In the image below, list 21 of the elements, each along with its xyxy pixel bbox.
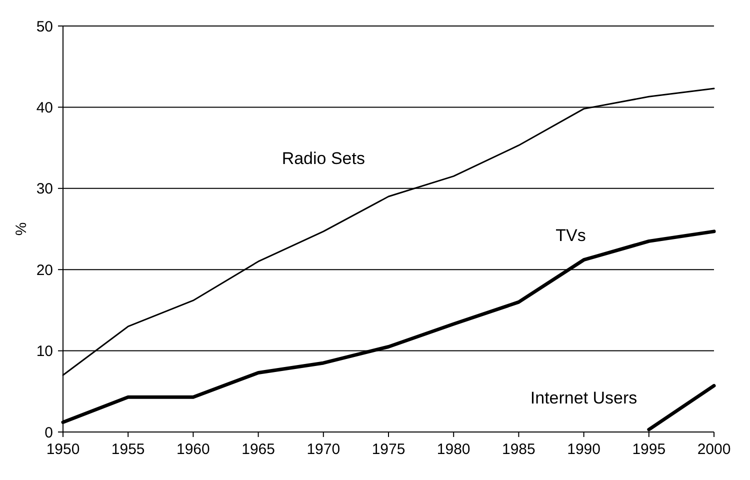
x-tick-label: 1980	[436, 441, 470, 458]
x-tick-label: 1965	[242, 441, 275, 458]
y-tick-label: 20	[36, 262, 53, 279]
x-tick-label: 1990	[567, 441, 600, 458]
x-tick-label: 1955	[111, 441, 145, 458]
y-tick-label: 0	[44, 424, 53, 442]
text: Radio Sets	[282, 149, 365, 168]
x-tick-label: 1985	[502, 441, 536, 458]
y-tick-label: 30	[36, 180, 53, 198]
series-label: TVs	[556, 226, 586, 246]
x-tick-label: 1995	[632, 441, 666, 458]
y-axis-title: %	[13, 222, 30, 236]
y-tick-label: 50	[36, 18, 53, 36]
x-tick-label: 1950	[46, 441, 80, 458]
x-tick-label: 1970	[306, 441, 340, 458]
x-tick-label: 1975	[372, 441, 406, 458]
y-tick-label: 40	[36, 99, 53, 116]
x-tick-label: 2000	[697, 441, 731, 458]
x-tick-label: 1960	[176, 441, 210, 458]
series-label: Internet Users	[530, 388, 638, 408]
y-tick-label: 10	[36, 343, 53, 360]
